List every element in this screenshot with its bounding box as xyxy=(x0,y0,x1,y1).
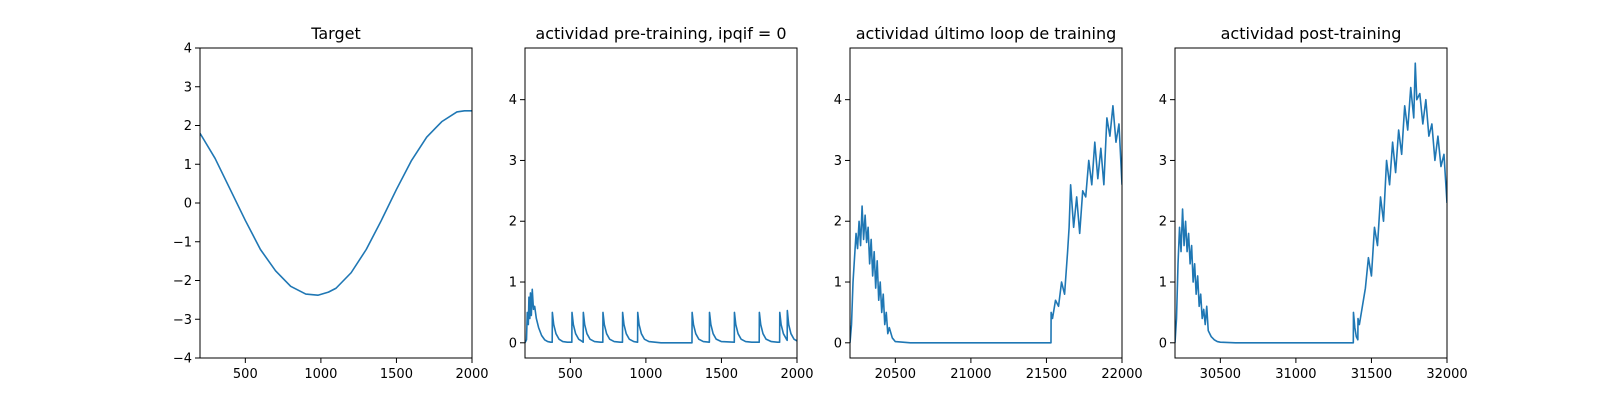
y-tick-label: 1 xyxy=(834,276,842,291)
y-tick-label: 3 xyxy=(184,80,192,95)
x-tick-label: 21500 xyxy=(1026,367,1067,382)
chart-title: actividad pre-training, ipqif = 0 xyxy=(535,24,786,43)
x-tick-label: 30500 xyxy=(1200,367,1241,382)
y-tick-label: 1 xyxy=(509,276,517,291)
y-tick-label: 3 xyxy=(1159,154,1167,169)
chart-title: actividad último loop de training xyxy=(856,24,1117,43)
y-tick-label: 2 xyxy=(184,119,192,134)
x-tick-label: 32000 xyxy=(1426,367,1467,382)
x-tick-label: 1000 xyxy=(304,367,337,382)
x-tick-label: 1000 xyxy=(629,367,662,382)
series-line xyxy=(1175,62,1447,344)
y-tick-label: 4 xyxy=(509,93,517,108)
x-tick-label: 2000 xyxy=(455,367,488,382)
y-tick-label: 4 xyxy=(184,42,192,57)
x-tick-label: 21000 xyxy=(950,367,991,382)
x-tick-label: 500 xyxy=(558,367,583,382)
subplot-1: 500 1000 1500 2000 −4 −3 −2 −1 0 1 2 3 4 Target xyxy=(173,24,489,382)
subplot-2: 500 1000 1500 2000 0 1 2 3 4 actividad pre-traini… xyxy=(509,24,814,382)
y-tick-label: 4 xyxy=(834,93,842,108)
y-tick-label: 1 xyxy=(1159,276,1167,291)
series-line xyxy=(200,109,472,297)
axes-frame xyxy=(524,47,798,359)
y-tick-label: 2 xyxy=(1159,215,1167,230)
y-tick-label: −2 xyxy=(173,274,192,289)
x-tick-label: 31000 xyxy=(1275,367,1316,382)
y-tick-label: 0 xyxy=(509,336,517,351)
x-tick-label: 20500 xyxy=(875,367,916,382)
subplot-3: 20500 21000 21500 22000 0 1 2 3 4 actividad últim… xyxy=(834,24,1143,382)
y-tick-label: 1 xyxy=(184,158,192,173)
y-tick-label: 2 xyxy=(834,215,842,230)
y-tick-label: −4 xyxy=(173,352,192,367)
y-tick-label: 2 xyxy=(509,215,517,230)
chart-title: actividad post-training xyxy=(1221,24,1402,43)
y-tick-label: 0 xyxy=(184,197,192,212)
subplot-4: 30500 31000 31500 32000 0 1 2 3 4 actividad post-… xyxy=(1159,24,1468,382)
axes-frame xyxy=(1174,47,1448,359)
y-tick-label: 0 xyxy=(1159,336,1167,351)
x-tick-label: 500 xyxy=(233,367,258,382)
y-tick-label: 3 xyxy=(834,154,842,169)
x-tick-label: 31500 xyxy=(1351,367,1392,382)
x-tick-label: 22000 xyxy=(1101,367,1142,382)
x-tick-label: 1500 xyxy=(380,367,413,382)
x-tick-label: 2000 xyxy=(780,367,813,382)
axes-frame xyxy=(849,47,1123,359)
series-line xyxy=(850,104,1122,344)
y-tick-label: 3 xyxy=(509,154,517,169)
x-tick-label: 1500 xyxy=(705,367,738,382)
y-tick-label: −3 xyxy=(173,313,192,328)
series-line xyxy=(525,288,797,344)
y-tick-label: 0 xyxy=(834,336,842,351)
y-tick-label: −1 xyxy=(173,235,192,250)
chart-title: Target xyxy=(310,24,361,43)
y-tick-label: 4 xyxy=(1159,93,1167,108)
axes-frame xyxy=(199,47,473,359)
